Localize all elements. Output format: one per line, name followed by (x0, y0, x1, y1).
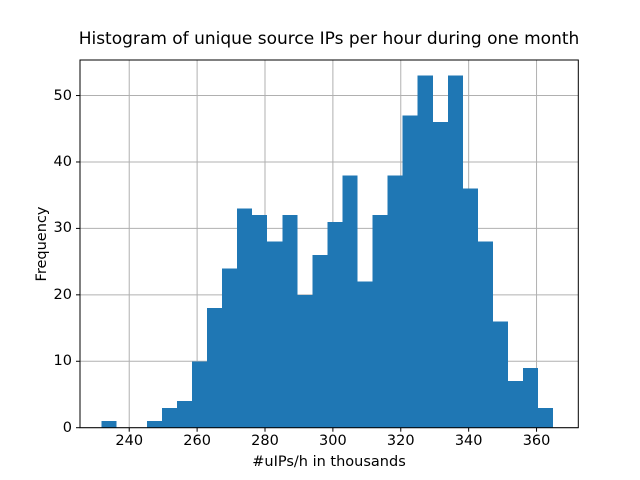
histogram-bar (237, 208, 253, 428)
x-axis-label: #uIPs/h in thousands (252, 454, 406, 470)
histogram-bar (417, 75, 433, 428)
histogram-bar (327, 221, 343, 428)
y-tick-label: 50 (53, 87, 72, 104)
histogram-bar (101, 421, 117, 428)
histogram-bar (222, 268, 238, 428)
histogram-bar (146, 421, 162, 428)
x-tick-label: 340 (454, 433, 483, 449)
histogram-bar (357, 281, 373, 428)
histogram-bar (372, 215, 388, 428)
histogram-bar (297, 294, 313, 428)
histogram-bar (432, 122, 448, 428)
x-tick-label: 240 (115, 433, 144, 449)
histogram-bar (161, 407, 177, 428)
y-tick-label: 40 (53, 153, 72, 170)
histogram-bar (252, 215, 268, 428)
histogram-bar (477, 241, 494, 428)
y-tick-label: 30 (53, 220, 72, 237)
histogram-bar (387, 175, 403, 428)
y-tick-label: 0 (62, 419, 72, 436)
histogram-bar (191, 361, 208, 428)
histogram-bar (176, 401, 192, 428)
histogram-bar (447, 75, 463, 428)
histogram-bar (312, 254, 328, 428)
x-tick-label: 280 (251, 433, 279, 449)
histogram-bar (462, 188, 478, 428)
histogram-bar (342, 175, 358, 428)
y-tick-label: 20 (53, 286, 72, 303)
x-tick-label: 300 (319, 433, 347, 449)
histogram-bar (508, 381, 524, 428)
histogram-bar (493, 321, 509, 428)
histogram-bar (282, 215, 298, 428)
histogram-bar (207, 308, 223, 428)
histogram-bar (523, 367, 539, 428)
axes-frame (79, 59, 579, 429)
histogram-bar (538, 407, 554, 428)
x-tick-label: 320 (386, 433, 415, 449)
chart-title: Histogram of unique source IPs per hour … (78, 29, 580, 49)
y-tick-label: 10 (53, 353, 72, 370)
histogram-bar (402, 115, 418, 428)
y-axis-label: Frequency (34, 206, 50, 282)
x-tick-label: 260 (183, 433, 211, 449)
histogram-bar (267, 241, 283, 428)
x-tick-label: 360 (522, 433, 551, 449)
